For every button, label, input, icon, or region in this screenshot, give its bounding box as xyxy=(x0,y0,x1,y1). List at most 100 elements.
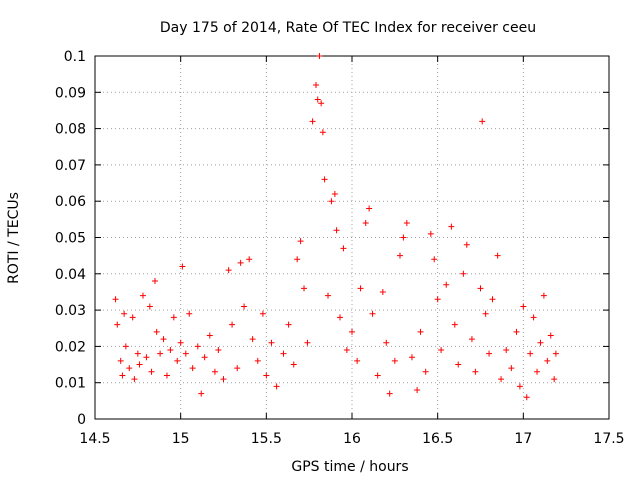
data-point xyxy=(179,263,186,270)
data-point xyxy=(534,368,541,375)
data-point xyxy=(503,347,510,354)
data-point xyxy=(114,321,121,328)
data-point xyxy=(167,347,174,354)
data-point xyxy=(148,368,155,375)
data-point xyxy=(174,357,181,364)
data-point xyxy=(537,339,544,346)
data-point xyxy=(443,281,450,288)
data-point xyxy=(153,328,160,335)
data-point xyxy=(422,368,429,375)
data-point xyxy=(328,198,335,205)
data-point xyxy=(349,328,355,335)
data-point xyxy=(494,252,501,259)
x-axis-label: GPS time / hours xyxy=(291,459,408,475)
data-point xyxy=(319,129,326,136)
data-point xyxy=(391,357,398,364)
data-point xyxy=(498,376,505,383)
data-point xyxy=(486,350,493,357)
data-point xyxy=(383,339,390,346)
data-point xyxy=(268,339,275,346)
data-point xyxy=(455,361,462,368)
data-point xyxy=(468,336,475,343)
data-point xyxy=(508,365,515,372)
y-axis-label: ROTI / TECUs xyxy=(6,192,22,284)
data-point xyxy=(403,219,410,226)
data-point xyxy=(544,357,551,364)
data-point xyxy=(321,176,328,183)
data-point xyxy=(177,339,184,346)
y-tick-label: 0.09 xyxy=(55,85,86,101)
x-tick-label: 16.5 xyxy=(422,431,453,447)
data-point xyxy=(157,350,164,357)
data-point xyxy=(482,310,489,317)
data-points xyxy=(112,53,559,401)
data-point xyxy=(211,368,218,375)
data-point xyxy=(126,365,133,372)
data-point xyxy=(530,314,537,321)
data-point xyxy=(143,354,150,361)
data-point xyxy=(136,361,143,368)
y-tick-label: 0.06 xyxy=(55,194,86,210)
data-point xyxy=(343,347,350,354)
data-point xyxy=(527,350,534,357)
data-point xyxy=(523,394,530,401)
data-point xyxy=(400,234,407,241)
data-point xyxy=(434,296,441,303)
data-point xyxy=(246,256,253,263)
data-point xyxy=(259,310,266,317)
data-point xyxy=(229,321,236,328)
data-point xyxy=(337,314,344,321)
data-point xyxy=(520,303,527,310)
data-point xyxy=(290,361,297,368)
data-point xyxy=(374,372,381,379)
data-point xyxy=(408,354,415,361)
data-point xyxy=(160,336,167,343)
data-point xyxy=(206,332,213,339)
data-point xyxy=(354,357,361,364)
data-point xyxy=(134,350,141,357)
data-point xyxy=(431,256,438,263)
y-tick-label: 0.01 xyxy=(55,376,86,392)
data-point xyxy=(316,53,323,59)
data-point xyxy=(551,376,558,383)
data-point xyxy=(357,285,364,292)
data-point xyxy=(237,259,244,266)
data-point xyxy=(340,245,347,252)
data-point xyxy=(294,256,301,263)
data-point xyxy=(333,227,340,234)
data-point xyxy=(122,343,129,350)
data-point xyxy=(362,219,369,226)
data-point xyxy=(220,376,227,383)
data-point xyxy=(396,252,403,259)
data-point xyxy=(366,205,373,212)
data-point xyxy=(170,314,177,321)
data-point xyxy=(198,390,205,397)
data-point xyxy=(460,270,467,277)
data-point xyxy=(314,96,321,103)
data-point xyxy=(151,278,158,285)
x-tick-label: 17 xyxy=(514,431,532,447)
data-point xyxy=(417,328,424,335)
data-point xyxy=(131,376,138,383)
data-point xyxy=(304,339,311,346)
y-tick-label: 0.03 xyxy=(55,303,86,319)
data-point xyxy=(414,386,421,393)
data-point xyxy=(313,82,320,89)
x-tick-label: 15 xyxy=(172,431,190,447)
y-tick-label: 0 xyxy=(77,412,86,428)
data-point xyxy=(309,118,316,125)
data-point xyxy=(186,310,193,317)
data-point xyxy=(182,350,189,357)
data-point xyxy=(285,321,292,328)
y-tick-label: 0.04 xyxy=(55,267,86,283)
y-tick-label: 0.02 xyxy=(55,339,86,355)
data-point xyxy=(479,118,486,125)
data-point xyxy=(194,343,201,350)
y-tick-label: 0.05 xyxy=(55,231,86,247)
data-point xyxy=(331,190,338,197)
data-point xyxy=(249,336,256,343)
data-point xyxy=(297,238,304,245)
data-point xyxy=(318,100,325,107)
data-point xyxy=(117,357,124,364)
